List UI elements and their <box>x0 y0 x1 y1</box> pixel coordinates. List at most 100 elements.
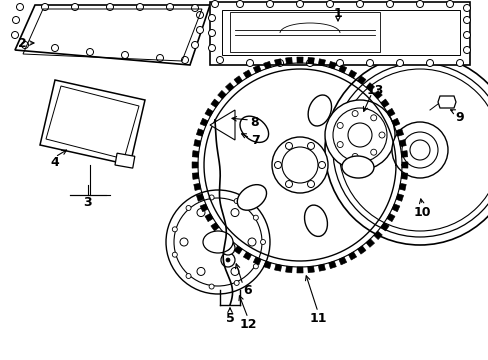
Circle shape <box>307 143 314 149</box>
Text: 8: 8 <box>250 116 259 129</box>
Circle shape <box>208 30 215 36</box>
Polygon shape <box>210 222 219 231</box>
Polygon shape <box>263 61 271 69</box>
Circle shape <box>296 0 303 8</box>
Text: 6: 6 <box>243 284 252 297</box>
Polygon shape <box>274 264 281 271</box>
Circle shape <box>174 198 262 286</box>
Circle shape <box>338 69 488 231</box>
Circle shape <box>172 252 177 257</box>
Polygon shape <box>400 173 407 179</box>
Polygon shape <box>204 213 213 222</box>
Circle shape <box>196 12 203 18</box>
Circle shape <box>246 59 253 67</box>
Circle shape <box>234 280 239 285</box>
Polygon shape <box>395 194 403 201</box>
Circle shape <box>282 147 317 183</box>
Polygon shape <box>401 162 407 168</box>
Circle shape <box>121 51 128 59</box>
Circle shape <box>17 4 23 10</box>
Polygon shape <box>380 99 388 107</box>
Polygon shape <box>263 261 271 269</box>
Circle shape <box>318 162 325 168</box>
Polygon shape <box>400 150 407 157</box>
Circle shape <box>230 208 239 217</box>
Polygon shape <box>357 246 365 254</box>
Polygon shape <box>386 108 394 117</box>
Bar <box>115 153 135 168</box>
Circle shape <box>165 190 269 294</box>
Polygon shape <box>318 59 325 66</box>
Ellipse shape <box>240 116 268 143</box>
Circle shape <box>332 63 488 237</box>
Circle shape <box>225 258 229 262</box>
Circle shape <box>71 4 79 10</box>
Polygon shape <box>366 83 374 91</box>
Circle shape <box>86 49 93 55</box>
Ellipse shape <box>237 185 266 210</box>
Polygon shape <box>200 118 207 126</box>
Polygon shape <box>285 266 292 273</box>
Polygon shape <box>15 5 209 65</box>
Polygon shape <box>40 80 145 165</box>
Circle shape <box>307 181 314 188</box>
Circle shape <box>325 55 488 245</box>
Circle shape <box>156 54 163 62</box>
Polygon shape <box>398 183 406 190</box>
Polygon shape <box>253 257 261 265</box>
Circle shape <box>386 0 393 8</box>
Circle shape <box>181 57 188 63</box>
Circle shape <box>191 4 198 12</box>
Polygon shape <box>366 239 374 247</box>
Circle shape <box>209 284 214 289</box>
Polygon shape <box>307 266 314 273</box>
Polygon shape <box>391 118 399 126</box>
Circle shape <box>416 0 423 8</box>
Circle shape <box>463 4 469 12</box>
Circle shape <box>260 239 265 244</box>
Ellipse shape <box>71 109 89 121</box>
Circle shape <box>337 141 343 148</box>
Circle shape <box>401 132 437 168</box>
Polygon shape <box>210 99 219 107</box>
Circle shape <box>106 4 113 10</box>
Polygon shape <box>193 140 201 147</box>
Polygon shape <box>209 110 235 140</box>
Polygon shape <box>398 140 406 147</box>
Circle shape <box>378 132 384 138</box>
Text: 13: 13 <box>366 84 383 96</box>
Polygon shape <box>296 267 303 273</box>
Ellipse shape <box>203 231 232 253</box>
Polygon shape <box>357 76 365 84</box>
Polygon shape <box>348 252 356 260</box>
Circle shape <box>332 108 386 162</box>
Circle shape <box>306 59 313 67</box>
Circle shape <box>370 149 376 155</box>
Circle shape <box>166 4 173 10</box>
Polygon shape <box>437 96 455 108</box>
Circle shape <box>351 111 357 117</box>
Polygon shape <box>285 57 292 64</box>
Text: 5: 5 <box>225 311 234 324</box>
Ellipse shape <box>71 129 89 141</box>
Circle shape <box>208 45 215 51</box>
Circle shape <box>325 100 394 170</box>
Circle shape <box>208 14 215 22</box>
Polygon shape <box>243 70 251 78</box>
Circle shape <box>185 274 191 279</box>
Circle shape <box>196 27 203 33</box>
Polygon shape <box>234 246 242 254</box>
Circle shape <box>185 206 191 211</box>
Circle shape <box>21 41 28 49</box>
Text: 1: 1 <box>333 6 342 19</box>
Circle shape <box>391 122 447 178</box>
Ellipse shape <box>96 114 114 126</box>
Circle shape <box>356 0 363 8</box>
Circle shape <box>396 59 403 67</box>
Polygon shape <box>373 231 382 239</box>
Circle shape <box>274 162 281 168</box>
Polygon shape <box>380 222 388 231</box>
Polygon shape <box>328 261 336 269</box>
Text: 7: 7 <box>250 134 259 147</box>
Circle shape <box>409 140 429 160</box>
